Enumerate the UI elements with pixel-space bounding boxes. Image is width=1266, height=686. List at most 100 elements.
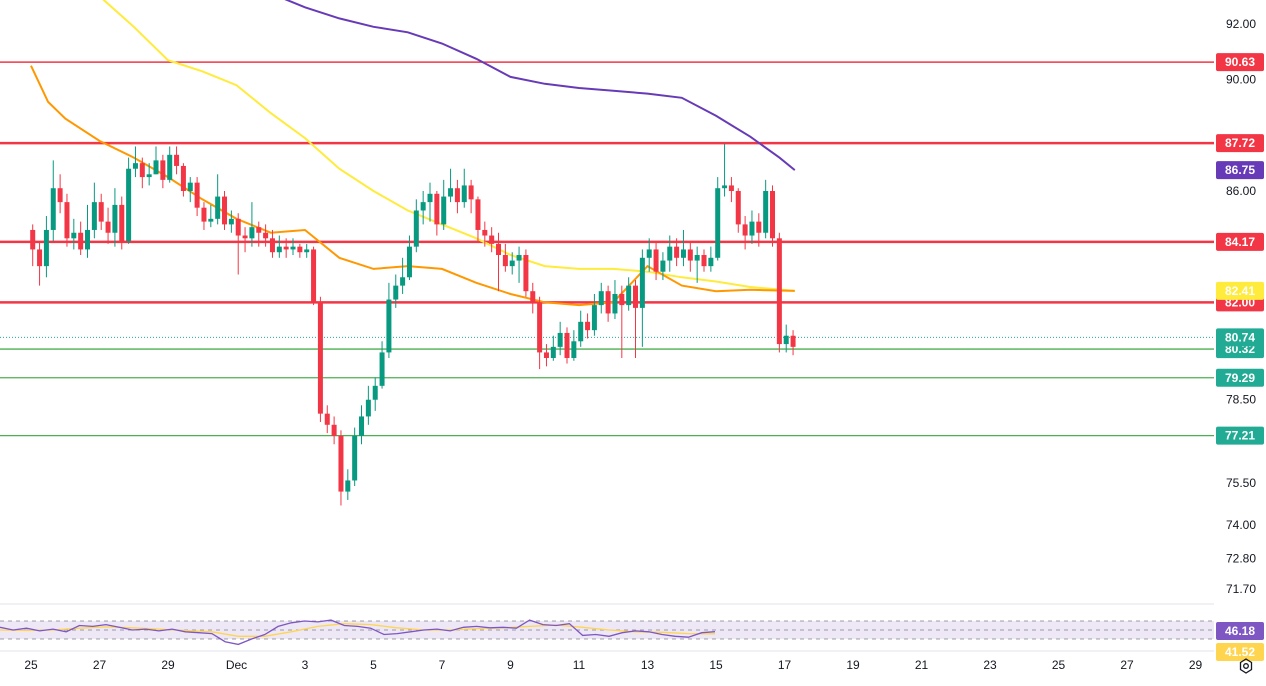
candle [468,179,474,214]
candle [146,163,152,186]
date-tick-label: 27 [1120,658,1134,672]
candle-body [790,335,796,347]
level-badge-text: 87.72 [1225,136,1255,150]
candle [352,427,358,487]
candle [228,210,234,233]
candle-body [770,190,776,239]
date-tick-label: 19 [846,658,860,672]
candle-body [571,341,577,358]
candle [132,146,138,178]
chart-settings-button[interactable] [1236,656,1256,676]
candle [687,241,693,272]
candle-body [290,246,296,250]
candle [78,221,84,256]
candle-body [763,190,769,233]
price-tick-label: 90.00 [1226,73,1256,87]
candle-body [441,196,447,225]
ma-badge-bg [1216,161,1264,180]
candle-body [708,257,714,267]
candle [50,160,56,242]
candle-body [660,260,666,272]
date-tick-label: 25 [1052,658,1066,672]
candle [304,243,310,258]
candle-body [71,232,77,239]
candle [612,280,618,320]
rsi-line [0,619,716,646]
candle [393,274,399,308]
candle-body [667,246,673,261]
candle [461,168,467,208]
date-tick-label: 9 [507,658,514,672]
candle [722,143,728,197]
candle-body [605,291,611,314]
candle [441,179,447,230]
candle-body [386,299,392,353]
level-badge: 77.21 [1216,426,1264,445]
price-tick-label: 71.70 [1226,582,1256,596]
candle-body [612,293,618,314]
price-tick-label: 74.00 [1226,518,1256,532]
candle [633,280,639,358]
candle [763,179,769,239]
candle-body [783,335,789,345]
candle-body [578,321,584,342]
candle [578,310,584,347]
candle-body [112,204,118,233]
candle [770,185,776,247]
rsi-pane [0,603,1214,646]
date-tick-label: 21 [915,658,929,672]
candle [283,238,289,258]
date-tick-label: 17 [778,658,792,672]
candle-body [694,255,700,261]
candle-body [194,182,200,208]
candle-body [139,163,145,178]
candle-body [98,202,104,222]
rsi-value-badge-bg [1216,622,1264,640]
candle-body [37,249,43,267]
candle [605,285,611,322]
ma-badge-bg [1216,281,1264,300]
level-badge-bg [1216,134,1264,153]
candle [434,190,440,236]
candle-body [509,260,515,267]
candle-body [619,293,625,306]
candle-body [132,163,138,169]
candle-body [324,413,330,425]
price-axis[interactable]: 92.00 90.00 86.00 78.50 75.50 74.00 72.80 71.70 [1226,17,1256,596]
candle [201,202,207,230]
rsi-signal-badge-text: 41.52 [1225,645,1255,659]
candles-layer [30,143,796,506]
candle [167,146,173,183]
candle [180,163,186,197]
candle-body [749,221,755,236]
candle [37,241,43,286]
candle [85,204,91,258]
candle-body [715,188,721,258]
candle-body [626,285,632,306]
candle [338,430,344,506]
candle-body [420,202,426,211]
candle [91,182,97,239]
candle-body [516,255,522,261]
candle-body [153,160,159,175]
candle-body [646,249,652,258]
date-axis[interactable]: 25 27 29 Dec 3 5 7 9 11 13 15 17 19 21 23 25 27 29 [24,658,1202,672]
candle-body [215,196,221,219]
level-badge-text: 90.63 [1225,55,1255,69]
candle-body [222,196,228,225]
candle [187,177,193,203]
candle [571,330,577,361]
candle [98,193,104,230]
candle [694,246,700,283]
candle [406,235,412,281]
candle [626,277,632,311]
candle-body [550,346,556,358]
candle-body [85,229,91,250]
candle-body [448,188,454,197]
candle [735,188,741,233]
level-badge-bg [1216,426,1264,445]
candle-body [242,235,248,239]
